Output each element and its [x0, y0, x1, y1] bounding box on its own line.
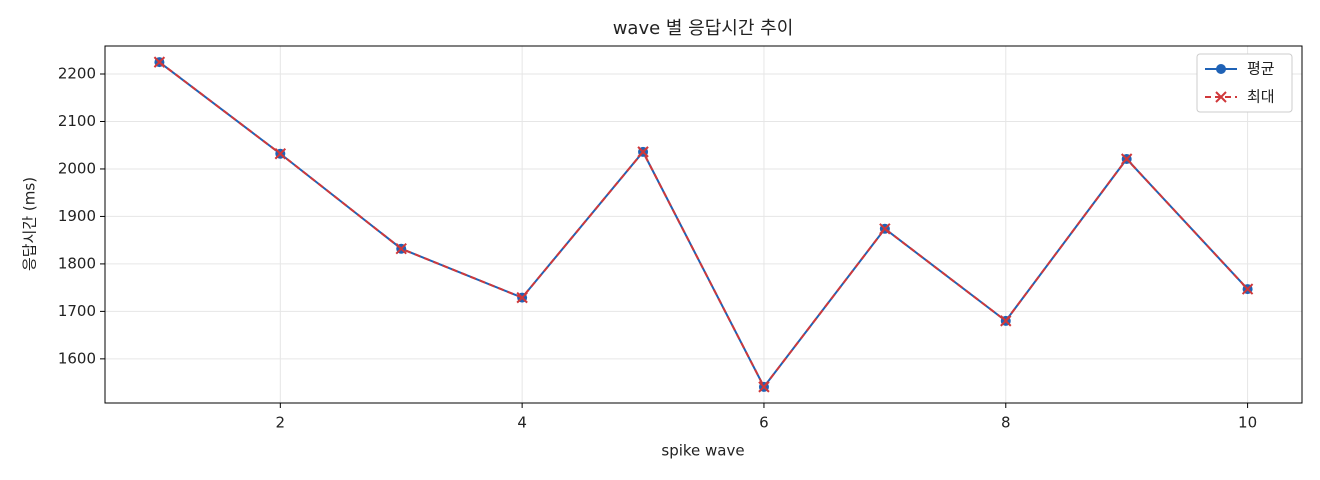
y-tick-label: 1700 — [58, 302, 96, 320]
y-tick-label: 1600 — [58, 349, 96, 367]
marker — [153, 56, 166, 68]
legend-marker — [1215, 91, 1227, 103]
marker — [879, 223, 891, 235]
x-axis-label: spike wave — [661, 442, 744, 460]
legend-marker — [1216, 64, 1226, 74]
legend-box — [1196, 53, 1293, 113]
marker — [395, 243, 407, 255]
x-tick-label: 8 — [1001, 414, 1011, 432]
marker — [516, 291, 528, 304]
y-tick-label: 2200 — [58, 65, 96, 83]
y-axis-label: 응답시간 (ms) — [21, 177, 39, 271]
marker — [274, 148, 287, 160]
marker — [1000, 315, 1012, 327]
y-tick-label: 2100 — [58, 112, 96, 130]
data-line — [158, 61, 1249, 389]
y-tick-label: 1800 — [58, 254, 96, 272]
marker — [758, 381, 770, 393]
legend-label: 평균 — [1247, 60, 1275, 78]
marker — [637, 146, 649, 158]
x-tick-label: 10 — [1238, 414, 1257, 432]
plot-frame — [104, 45, 1303, 404]
x-tick-label: 4 — [517, 414, 527, 432]
legend-label: 최대 — [1247, 88, 1275, 106]
chart-title: wave 별 응답시간 추이 — [613, 18, 794, 39]
marker — [1120, 153, 1133, 165]
y-tick-label: 2000 — [58, 159, 96, 177]
x-tick-label: 6 — [759, 414, 769, 432]
y-tick-label: 1900 — [58, 207, 96, 225]
marker — [1241, 283, 1254, 295]
x-tick-label: 2 — [276, 414, 286, 432]
